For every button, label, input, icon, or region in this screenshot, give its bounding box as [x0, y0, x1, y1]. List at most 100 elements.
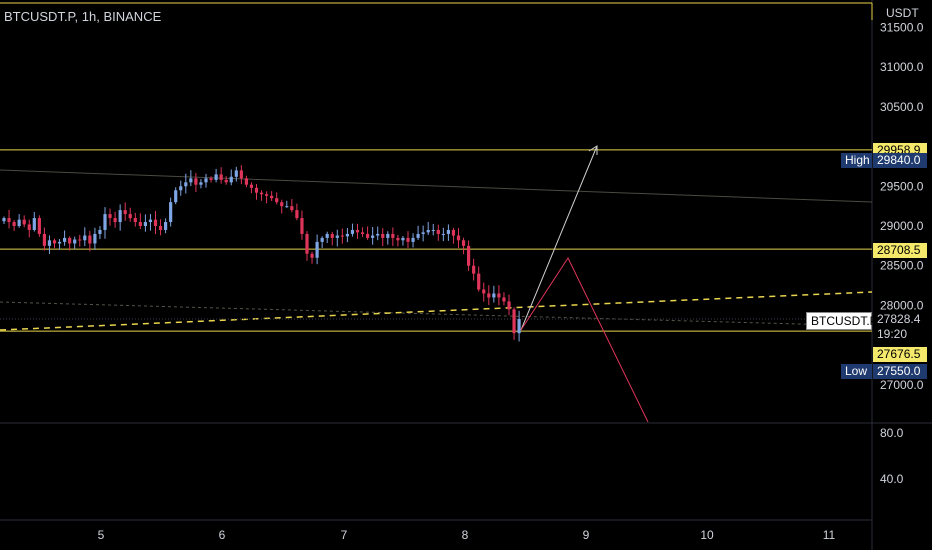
- candle-body: [355, 229, 360, 233]
- candle-body: [88, 235, 92, 244]
- high-label-tag: High: [841, 153, 872, 168]
- support-dashed-line: [0, 301, 873, 327]
- candle-body: [360, 232, 365, 234]
- candle-body: [461, 240, 466, 246]
- candle-body: [446, 229, 450, 234]
- time-tick-label: 6: [219, 528, 226, 542]
- price-tick-label: 29500.0: [880, 179, 924, 193]
- candle-body: [441, 233, 445, 235]
- candle-body: [148, 219, 153, 223]
- candle-body: [2, 218, 6, 222]
- candle-body: [229, 176, 233, 183]
- candle-body: [209, 178, 213, 180]
- candle-body: [300, 218, 304, 234]
- candle-body: [431, 229, 435, 231]
- candle-body: [285, 206, 289, 208]
- candle-body: [12, 222, 16, 226]
- candle-body: [63, 237, 67, 242]
- low-price-tag: 27550.0: [873, 364, 927, 379]
- candle-body: [189, 178, 193, 183]
- candle-body: [78, 239, 82, 241]
- descending-trendline: [0, 169, 873, 203]
- candle-body: [512, 309, 516, 334]
- time-tick-label: 7: [341, 528, 348, 542]
- candle-body: [158, 226, 163, 230]
- candle-body: [108, 214, 112, 219]
- currency-label[interactable]: USDT: [886, 6, 919, 20]
- candle-body: [133, 218, 137, 223]
- candle-body: [234, 170, 238, 177]
- bearish-projection-path: [520, 256, 649, 423]
- price-tick-label: 31500.0: [880, 21, 924, 35]
- candle-body: [143, 222, 147, 226]
- candle-body: [270, 195, 274, 199]
- candle-body: [426, 229, 430, 233]
- candle-body: [27, 224, 31, 230]
- candle-body: [118, 210, 122, 223]
- candle-body: [265, 194, 269, 196]
- candle-body: [451, 229, 456, 236]
- symbol-title[interactable]: BTCUSDT.P, 1h, BINANCE: [4, 9, 162, 24]
- candle-body: [436, 229, 440, 234]
- candle-body: [507, 301, 511, 310]
- candle-body: [52, 240, 57, 244]
- candle-body: [83, 235, 87, 241]
- candle-body: [492, 293, 496, 298]
- candle-body: [310, 253, 314, 258]
- candle-body: [42, 233, 46, 246]
- candle-body: [103, 214, 107, 230]
- candle-body: [456, 235, 461, 241]
- candle-body: [275, 198, 279, 203]
- candle-body: [98, 229, 102, 234]
- price-tick-label: 28000.0: [880, 298, 924, 312]
- horizontal-levels: [0, 149, 872, 332]
- bullish-arrow-head-icon: [588, 145, 598, 155]
- candle-body: [73, 239, 77, 244]
- candle-body: [128, 214, 132, 219]
- candle-body: [164, 222, 168, 230]
- price-axis-ticks: 31500.0 31000.0 30500.0 29500.0 29000.0 28500…: [880, 21, 924, 392]
- candle-body: [254, 187, 259, 193]
- candle-body: [345, 233, 349, 237]
- candle-body: [153, 219, 158, 226]
- time-tick-label: 8: [462, 528, 469, 542]
- candle-body: [37, 218, 41, 234]
- candle-body: [204, 178, 208, 183]
- price-tick-label: 31000.0: [880, 60, 924, 74]
- level-price-tag: 28708.5: [873, 243, 927, 258]
- bar-countdown: 19:20: [873, 327, 931, 342]
- candle-body: [295, 210, 299, 219]
- candle-body: [335, 235, 339, 238]
- candle-body: [244, 178, 248, 185]
- candle-body: [22, 219, 26, 225]
- bullish-projection-arrow: [520, 145, 598, 331]
- candle-body: [401, 237, 405, 241]
- candle-body: [502, 297, 506, 302]
- candle-body: [169, 202, 173, 223]
- candle-body: [305, 233, 309, 254]
- candle-body: [199, 182, 203, 185]
- candlestick-series: [2, 165, 521, 342]
- candle-body: [194, 178, 198, 185]
- candle-body: [320, 237, 324, 242]
- current-price-tag: 27828.4: [873, 312, 931, 327]
- candle-body: [184, 182, 188, 187]
- candle-body: [68, 237, 72, 244]
- candle-body: [330, 233, 334, 238]
- candle-body: [93, 233, 97, 244]
- time-axis-ticks: 5 6 7 8 9 10 11: [98, 528, 836, 542]
- candle-body: [381, 233, 385, 238]
- candle-body: [517, 319, 521, 334]
- candle-body: [214, 174, 218, 180]
- time-tick-label: 11: [823, 528, 836, 542]
- candle-body: [32, 218, 36, 230]
- candle-body: [391, 233, 395, 238]
- candle-body: [376, 233, 380, 236]
- candle-body: [371, 235, 375, 238]
- candle-body: [386, 233, 390, 238]
- candle-body: [482, 289, 486, 294]
- candle-body: [123, 210, 127, 215]
- indicator-tick-label: 40.0: [880, 472, 904, 486]
